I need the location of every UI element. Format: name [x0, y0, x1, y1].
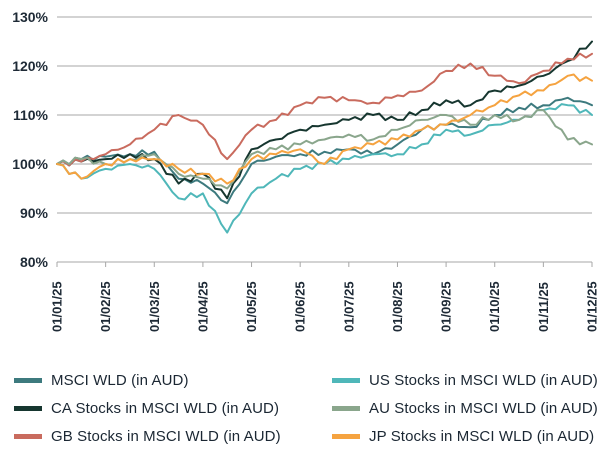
legend-label: GB Stocks in MSCI WLD (in AUD) — [51, 427, 281, 445]
legend-swatch — [332, 433, 360, 439]
x-axis-tick-label: 01/05/25 — [244, 281, 259, 332]
x-axis-tick-label: 01/12/25 — [585, 281, 600, 332]
legend-swatch — [332, 377, 360, 383]
legend-item: CA Stocks in MSCI WLD (in AUD) — [14, 400, 332, 417]
x-axis-tick-label: 01/07/25 — [341, 281, 356, 332]
legend-item: AU Stocks in MSCI WLD (in AUD) — [332, 400, 610, 417]
legend-swatch — [14, 433, 42, 439]
legend-label: AU Stocks in MSCI WLD (in AUD) — [369, 399, 598, 417]
legend-label: JP Stocks in MSCI WLD (in AUD) — [369, 427, 595, 445]
series-line — [56, 52, 593, 167]
legend-item: US Stocks in MSCI WLD (in AUD) — [332, 372, 610, 389]
x-axis-tick-label: 01/10/25 — [487, 281, 502, 332]
legend-swatch — [14, 405, 42, 411]
x-axis-tick-label: 01/06/25 — [293, 281, 308, 332]
legend-item: MSCI WLD (in AUD) — [14, 372, 332, 389]
legend-label: CA Stocks in MSCI WLD (in AUD) — [51, 399, 280, 417]
x-axis-tick-label: 01/04/25 — [195, 281, 210, 332]
x-axis-tick-label: 01/03/25 — [147, 281, 162, 332]
y-axis-tick-label: 80% — [20, 254, 49, 270]
y-axis-tick-label: 110% — [13, 107, 49, 123]
y-axis-tick-label: 100% — [12, 156, 48, 172]
x-axis-tick-label: 01/11/25 — [536, 282, 551, 332]
y-axis-tick-label: 90% — [20, 205, 49, 221]
x-axis-tick-label: 01/08/25 — [390, 281, 405, 332]
legend-item: JP Stocks in MSCI WLD (in AUD) — [332, 428, 610, 445]
x-axis-tick-label: 01/09/25 — [439, 281, 454, 332]
legend-swatch — [332, 405, 360, 411]
x-axis-tick-label: 01/02/25 — [98, 281, 113, 332]
chart-canvas: 130% 120% 110% 100% 90% 80%01/01/25 01/02/25 01… — [12, 9, 600, 332]
chart-legend: MSCI WLD (in AUD) CA Stocks in MSCI WLD (… — [0, 352, 610, 450]
legend-label: US Stocks in MSCI WLD (in AUD) — [369, 371, 598, 389]
y-axis-tick-label: 120% — [12, 58, 48, 74]
legend-item: GB Stocks in MSCI WLD (in AUD) — [14, 428, 332, 445]
series-line — [56, 96, 593, 205]
series-line — [56, 109, 593, 190]
performance-chart: 130% 120% 110% 100% 90% 80% 01/01/25 01/02/25 01… — [12, 9, 600, 332]
x-axis-tick-label: 01/01/25 — [50, 281, 65, 332]
legend-label: MSCI WLD (in AUD) — [51, 371, 189, 389]
series-line — [56, 73, 593, 185]
y-axis-tick-label: 130% — [12, 9, 48, 25]
legend-swatch — [14, 377, 42, 383]
